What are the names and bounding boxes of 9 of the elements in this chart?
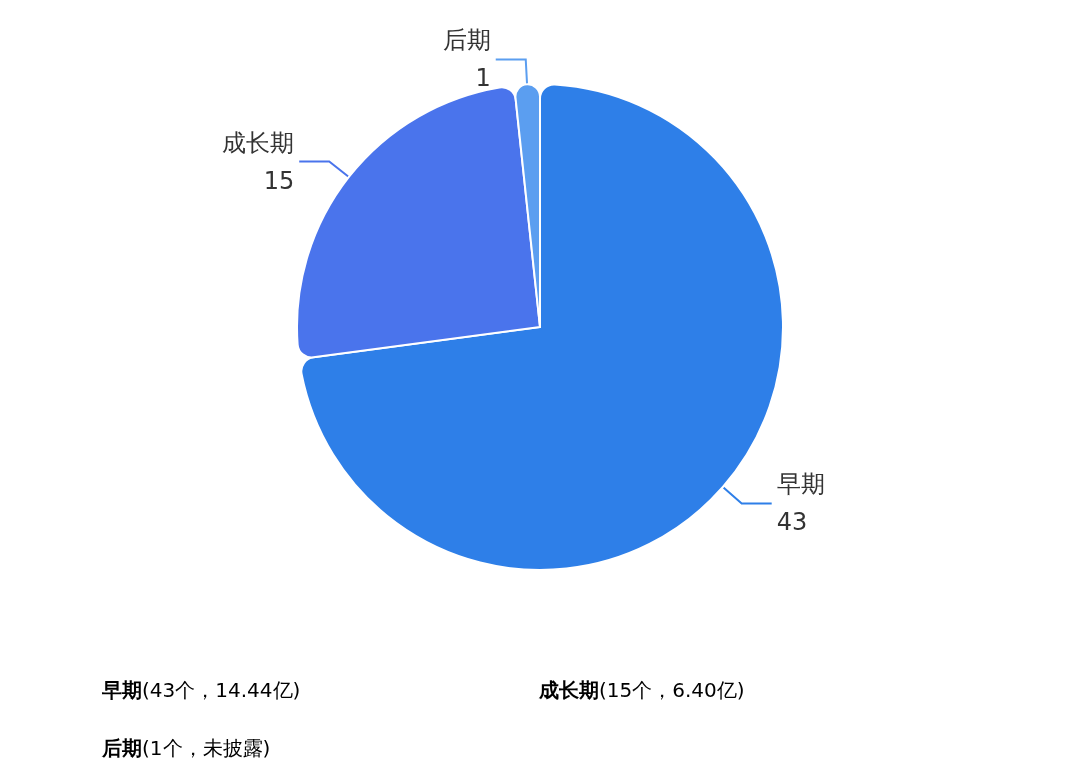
text: 早期(43个，14.44亿) <box>101 678 301 702</box>
slice-label: 成长期 <box>222 128 295 157</box>
data-label: 1 <box>475 64 491 93</box>
slice-label: 早期 <box>776 470 825 499</box>
data-label: 43 <box>776 508 808 537</box>
text: 成长期(15个，6.40亿) <box>538 678 745 702</box>
data-label: 15 <box>263 166 295 195</box>
text: 后期(1个，未披露) <box>101 736 271 760</box>
slice-label: 后期 <box>442 26 491 55</box>
